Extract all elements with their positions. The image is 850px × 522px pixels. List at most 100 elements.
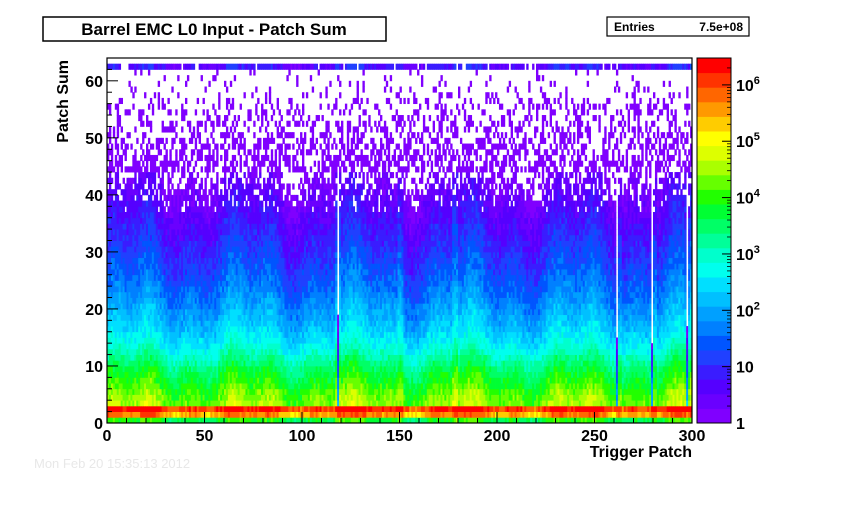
heatmap-cell bbox=[522, 354, 525, 361]
heatmap-cell bbox=[311, 365, 315, 373]
heatmap-cell bbox=[614, 348, 617, 355]
heatmap-cell bbox=[385, 354, 389, 361]
heatmap-cell bbox=[518, 383, 521, 390]
heatmap-cell bbox=[192, 360, 196, 367]
heatmap-cell bbox=[614, 394, 617, 401]
heatmap-cell bbox=[331, 394, 334, 401]
heatmap-cell bbox=[536, 394, 539, 401]
heatmap-cell bbox=[399, 331, 402, 338]
heatmap-cell bbox=[294, 343, 297, 350]
heatmap-cell bbox=[387, 354, 391, 361]
heatmap-cell bbox=[303, 371, 307, 378]
heatmap-cell bbox=[296, 405, 299, 412]
heatmap-cell bbox=[500, 394, 504, 401]
heatmap-cell bbox=[266, 360, 270, 367]
heatmap-cell bbox=[290, 394, 293, 401]
heatmap-cell bbox=[118, 360, 122, 367]
heatmap-cell bbox=[459, 365, 463, 373]
heatmap-cell bbox=[621, 354, 625, 361]
heatmap-cell bbox=[393, 354, 396, 361]
heatmap-cell bbox=[504, 331, 508, 338]
heatmap-cell bbox=[372, 348, 375, 355]
heatmap-cell bbox=[270, 388, 274, 395]
heatmap-cell bbox=[526, 371, 529, 378]
heatmap-cell bbox=[454, 417, 457, 424]
heatmap-cell bbox=[352, 326, 356, 333]
heatmap-cell bbox=[403, 400, 406, 407]
heatmap-cell bbox=[165, 354, 168, 361]
heatmap-cell bbox=[319, 377, 322, 384]
heatmap-cell bbox=[337, 377, 340, 384]
heatmap-cell bbox=[358, 400, 361, 407]
heatmap-cell bbox=[276, 360, 279, 367]
heatmap-cell bbox=[272, 354, 276, 361]
heatmap-cell bbox=[110, 377, 114, 384]
heatmap-cell bbox=[424, 400, 428, 407]
heatmap-cell bbox=[321, 365, 324, 373]
heatmap-cell bbox=[327, 371, 330, 378]
heatmap-cell bbox=[319, 405, 322, 412]
heatmap-cell bbox=[483, 394, 486, 401]
heatmap-cell bbox=[185, 331, 188, 338]
heatmap-cell bbox=[633, 343, 636, 350]
heatmap-cell bbox=[684, 360, 687, 367]
heatmap-cell bbox=[668, 411, 671, 418]
heatmap-cell bbox=[510, 348, 513, 355]
heatmap-cell bbox=[362, 405, 365, 412]
heatmap-cell bbox=[247, 331, 250, 338]
heatmap-cell bbox=[475, 365, 478, 373]
heatmap-cell bbox=[321, 383, 324, 390]
heatmap-cell bbox=[241, 377, 244, 384]
heatmap-cell bbox=[190, 383, 194, 390]
heatmap-cell bbox=[342, 394, 346, 401]
heatmap-cell bbox=[333, 348, 336, 355]
heatmap-cell bbox=[493, 354, 496, 361]
heatmap-cell bbox=[606, 354, 609, 361]
heatmap-cell bbox=[263, 331, 266, 338]
heatmap-cell bbox=[358, 405, 361, 412]
heatmap-cell bbox=[582, 417, 586, 424]
heatmap-cell bbox=[331, 331, 334, 338]
heatmap-cell bbox=[428, 326, 432, 333]
heatmap-cell bbox=[116, 417, 120, 424]
heatmap-cell bbox=[639, 348, 642, 355]
heatmap-cell bbox=[288, 417, 291, 424]
heatmap-cell bbox=[399, 354, 402, 361]
heatmap-cell bbox=[350, 400, 354, 407]
heatmap-cell bbox=[276, 371, 279, 378]
heatmap-cell bbox=[602, 360, 605, 367]
heatmap-cell bbox=[506, 337, 510, 344]
heatmap-cell bbox=[485, 354, 488, 361]
heatmap-cell bbox=[126, 337, 129, 344]
heatmap-cell bbox=[526, 348, 529, 355]
heatmap-cell bbox=[169, 394, 172, 401]
heatmap-cell bbox=[487, 377, 490, 384]
heatmap-cell bbox=[255, 371, 258, 378]
heatmap-cell bbox=[237, 326, 240, 333]
heatmap-cell bbox=[633, 377, 636, 384]
heatmap-cell bbox=[165, 371, 168, 378]
heatmap-cell bbox=[623, 417, 627, 424]
heatmap-cell bbox=[376, 337, 379, 344]
heatmap-cell bbox=[555, 405, 558, 412]
heatmap-cell bbox=[177, 394, 180, 401]
heatmap-cell bbox=[520, 383, 523, 390]
heatmap-cell bbox=[619, 394, 623, 401]
heatmap-cell bbox=[231, 377, 235, 384]
heatmap-cell bbox=[276, 331, 279, 338]
heatmap-cell bbox=[428, 331, 432, 338]
heatmap-cell bbox=[495, 417, 498, 424]
heatmap-cell bbox=[146, 394, 149, 401]
heatmap-cell bbox=[600, 331, 603, 338]
heatmap-cell bbox=[615, 411, 619, 418]
heatmap-cell bbox=[654, 354, 658, 361]
heatmap-cell bbox=[555, 400, 558, 407]
heatmap-cell bbox=[362, 326, 365, 333]
heatmap-cell bbox=[294, 411, 297, 418]
heatmap-cell bbox=[350, 326, 354, 333]
heatmap-cell bbox=[422, 388, 426, 395]
heatmap-cell bbox=[210, 360, 213, 367]
heatmap-cell bbox=[360, 371, 363, 378]
heatmap-cell bbox=[407, 383, 410, 390]
heatmap-cell bbox=[653, 400, 656, 407]
